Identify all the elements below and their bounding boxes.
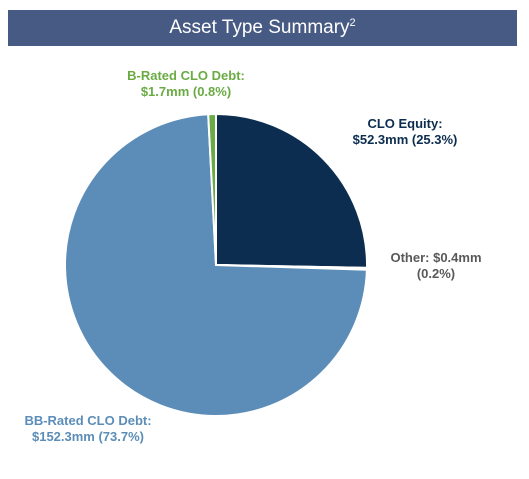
pie-slice [64,113,368,417]
label-category: BB-Rated CLO Debt: [24,413,152,428]
label-category: Other: [390,250,430,265]
label-category: CLO Equity: [367,116,443,131]
label-value: $0.4mm (0.2%) [416,250,482,281]
label-value: $152.3mm (73.7%) [31,429,144,444]
slice-label: B-Rated CLO Debt: $1.7mm (0.8%) [106,68,266,100]
label-value: $1.7mm (0.8%) [140,84,232,99]
chart-title: Asset Type Summary [169,17,350,38]
slice-label: Other: $0.4mm (0.2%) [380,250,492,282]
title-bar: Asset Type Summary2 [8,10,517,46]
pie-slice [207,112,217,266]
label-category: B-Rated CLO Debt: [127,68,245,83]
slice-label: BB-Rated CLO Debt: $152.3mm (73.7%) [8,413,168,445]
title-footnote: 2 [349,17,356,29]
label-value: $52.3mm (25.3%) [352,132,458,147]
pie-slice [215,112,368,269]
slice-label: CLO Equity: $52.3mm (25.3%) [330,116,480,148]
